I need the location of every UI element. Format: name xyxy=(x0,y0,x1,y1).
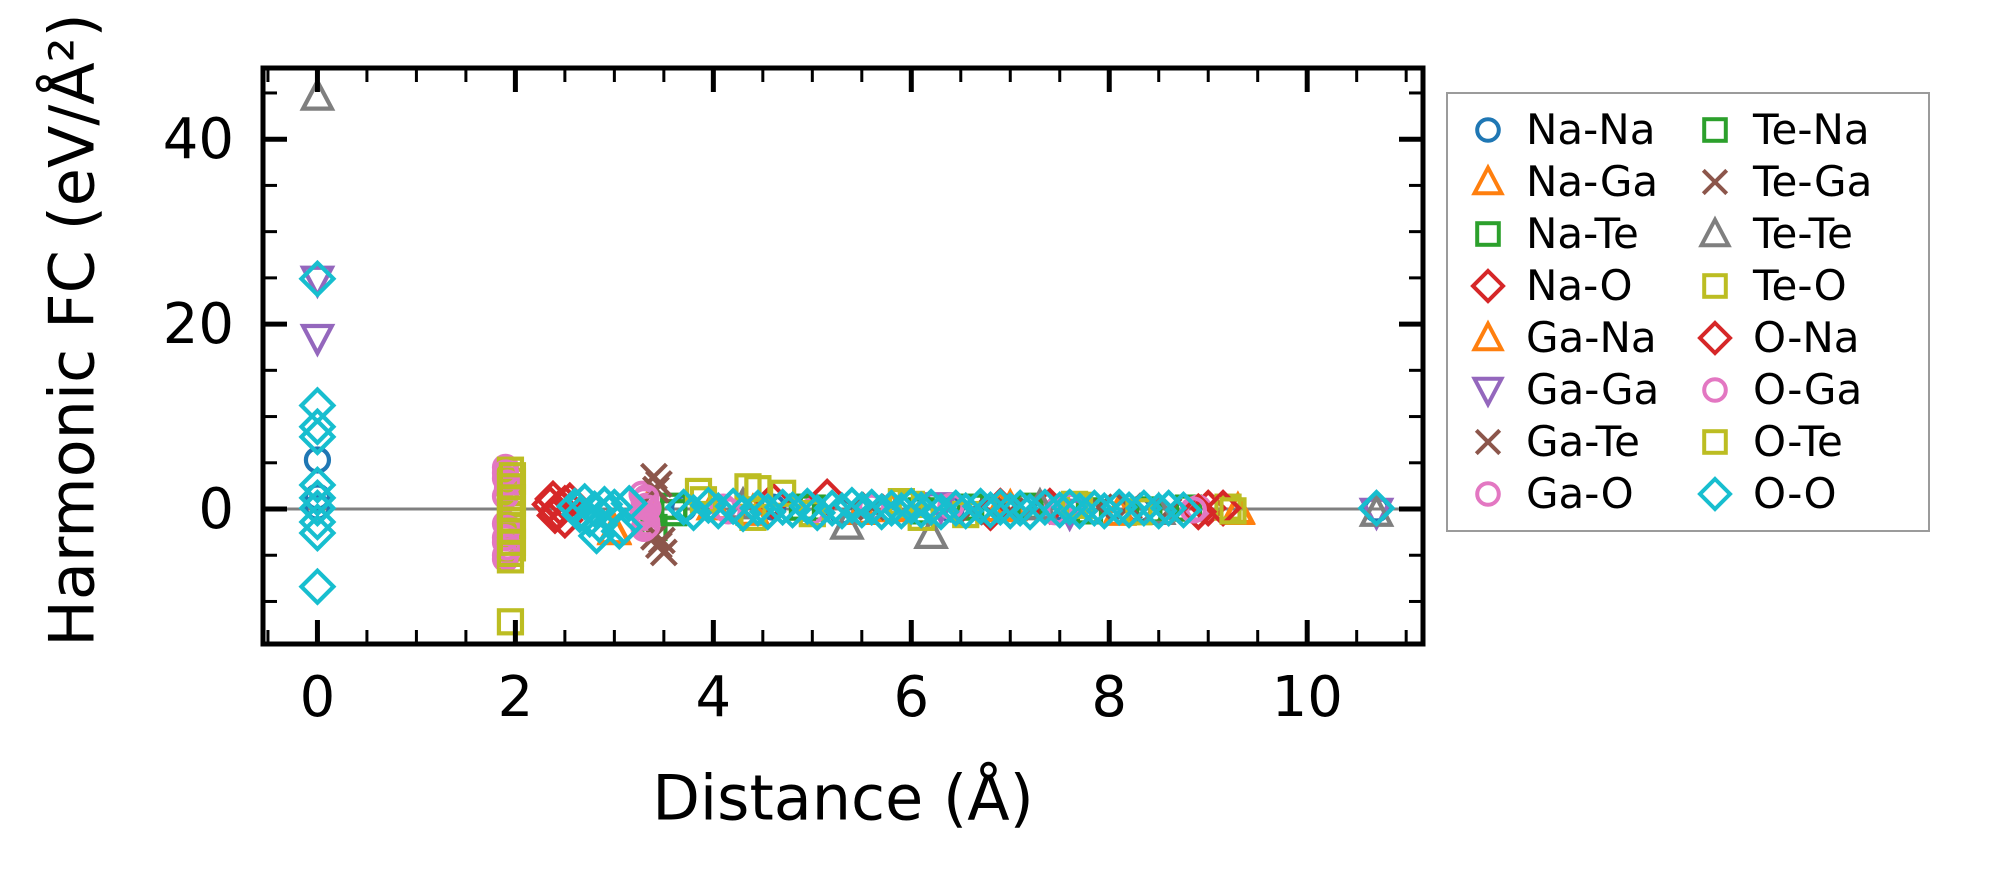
legend-item-Te-Na: Te-Na xyxy=(1695,104,1922,156)
legend: Na-Na Na-Ga Na-Te Na-O Ga-Na Ga-Ga Ga-Te Ga-O Te… xyxy=(1446,92,1930,532)
circle-icon xyxy=(1475,117,1501,143)
y-tick-label-40: 40 xyxy=(163,107,234,172)
legend-label: Te-Te xyxy=(1753,209,1854,258)
legend-label: Na-Ga xyxy=(1526,157,1659,206)
legend-item-O-O: O-O xyxy=(1695,468,1922,520)
legend-label: Ga-O xyxy=(1526,469,1634,518)
legend-item-Ga-Ga: Ga-Ga xyxy=(1468,364,1695,416)
square-icon xyxy=(1702,273,1728,299)
legend-label: Ga-Ga xyxy=(1526,365,1660,414)
series-Te-O xyxy=(496,456,1242,636)
x-tick-label-8: 8 xyxy=(1091,665,1127,730)
square-icon xyxy=(1475,221,1501,247)
legend-item-O-Ga: O-Ga xyxy=(1695,364,1922,416)
legend-item-Ga-Te: Ga-Te xyxy=(1468,416,1695,468)
legend-item-Te-Ga: Te-Ga xyxy=(1695,156,1922,208)
legend-item-Te-O: Te-O xyxy=(1695,260,1922,312)
legend-label: Na-Na xyxy=(1526,105,1656,154)
triangle-down-icon xyxy=(1471,376,1505,409)
legend-label: Ga-Na xyxy=(1526,313,1657,362)
legend-label: O-O xyxy=(1753,469,1837,518)
legend-label: O-Ga xyxy=(1753,365,1863,414)
triangle-up-icon xyxy=(1698,215,1732,248)
y-tick-label-20: 20 xyxy=(163,292,234,357)
legend-label: Na-Te xyxy=(1526,209,1639,258)
legend-label: O-Na xyxy=(1753,313,1860,362)
x-tick-label-10: 10 xyxy=(1272,665,1343,730)
x-axis-label: Distance (Å) xyxy=(652,761,1034,835)
x-icon xyxy=(1474,428,1502,456)
legend-label: Te-Na xyxy=(1753,105,1870,154)
legend-item-Te-Te: Te-Te xyxy=(1695,208,1922,260)
diamond-icon xyxy=(1697,476,1733,512)
legend-item-Na-O: Na-O xyxy=(1468,260,1695,312)
diamond-icon xyxy=(1470,268,1506,304)
square-icon xyxy=(1702,429,1728,455)
x-tick-label-0: 0 xyxy=(300,665,336,730)
legend-label: O-Te xyxy=(1753,417,1843,466)
triangle-up-icon xyxy=(1471,163,1505,196)
series-O-O xyxy=(298,259,1396,606)
legend-item-Na-Te: Na-Te xyxy=(1468,208,1695,260)
diamond-icon xyxy=(1697,320,1733,356)
legend-item-O-Na: O-Na xyxy=(1695,312,1922,364)
x-tick-label-4: 4 xyxy=(696,665,732,730)
axis-ticks xyxy=(263,68,1423,644)
square-icon xyxy=(1702,117,1728,143)
x-icon xyxy=(1701,168,1729,196)
circle-icon xyxy=(1702,377,1728,403)
legend-label: Ga-Te xyxy=(1526,417,1640,466)
x-tick-label-6: 6 xyxy=(893,665,929,730)
series-Te-Te xyxy=(299,76,1395,550)
plot-frame xyxy=(260,65,1426,647)
legend-label: Te-Ga xyxy=(1753,157,1873,206)
triangle-up-icon xyxy=(1471,319,1505,352)
x-tick-label-2: 2 xyxy=(498,665,534,730)
y-axis-label: Harmonic FC (eV/Å²) xyxy=(35,13,109,647)
circle-icon xyxy=(1475,481,1501,507)
legend-item-Na-Na: Na-Na xyxy=(1468,104,1695,156)
legend-item-Na-Ga: Na-Ga xyxy=(1468,156,1695,208)
series-O-Ga xyxy=(491,459,1207,569)
legend-item-Ga-Na: Ga-Na xyxy=(1468,312,1695,364)
legend-label: Na-O xyxy=(1526,261,1633,310)
series-Ga-Ga xyxy=(299,265,1395,533)
y-tick-label-0: 0 xyxy=(198,477,234,542)
legend-item-Ga-O: Ga-O xyxy=(1468,468,1695,520)
legend-label: Te-O xyxy=(1753,261,1847,310)
legend-item-O-Te: O-Te xyxy=(1695,416,1922,468)
